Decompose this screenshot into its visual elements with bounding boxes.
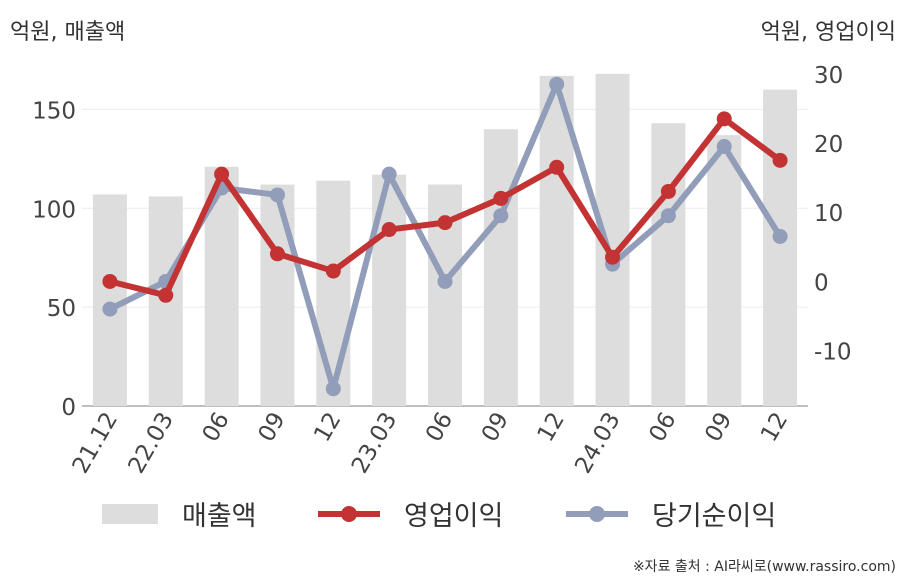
point-net-income — [437, 273, 453, 289]
point-operating-profit — [549, 159, 565, 175]
point-net-income — [325, 381, 341, 397]
bar-revenue — [483, 129, 518, 406]
point-operating-profit — [437, 215, 453, 231]
point-operating-profit — [660, 183, 676, 199]
bars-revenue — [92, 73, 798, 407]
x-tick-label: 22.03 — [124, 408, 179, 478]
x-tick-label: 09 — [254, 408, 291, 446]
point-operating-profit — [102, 273, 118, 289]
left-axis-ticks: 0 50 100 150 — [32, 98, 76, 421]
x-tick-label: 09 — [477, 408, 514, 446]
right-tick-label: 0 — [814, 270, 829, 296]
legend-swatch-revenue — [102, 503, 158, 524]
x-tick-label: 12 — [533, 408, 570, 446]
x-tick-label: 06 — [421, 408, 458, 446]
bar-revenue — [707, 135, 742, 407]
x-axis-ticks: 21.12 22.03 06 09 12 23.03 06 09 12 24.03 06 09 12 — [68, 408, 794, 478]
left-tick-label: 50 — [47, 296, 76, 322]
point-operating-profit — [214, 166, 230, 182]
legend-swatch-operating-profit — [318, 505, 380, 522]
point-operating-profit — [381, 222, 397, 238]
point-net-income — [716, 139, 732, 154]
point-net-income — [102, 301, 118, 317]
right-tick-label: 10 — [814, 201, 843, 227]
point-operating-profit — [772, 152, 788, 168]
point-net-income — [269, 187, 285, 203]
left-tick-label: 100 — [32, 197, 76, 223]
legend-label-revenue: 매출액 — [182, 501, 257, 532]
lines — [102, 76, 788, 397]
point-operating-profit — [493, 190, 509, 206]
source-credit: ※자료 출처 : AI라씨로(www.rassiro.com) — [632, 559, 896, 575]
point-operating-profit — [158, 287, 174, 303]
x-tick-label: 12 — [756, 408, 793, 446]
legend-swatch-net-income — [566, 505, 628, 522]
legend-item-revenue: 매출액 — [102, 494, 257, 533]
legend-item-net-income: 당기순이익 — [566, 494, 776, 533]
legend-label-operating-profit: 영업이익 — [404, 501, 504, 532]
x-tick-label: 09 — [700, 408, 737, 446]
point-operating-profit — [605, 249, 621, 265]
point-net-income — [493, 208, 509, 224]
right-tick-label: 20 — [814, 132, 843, 158]
point-operating-profit — [716, 111, 732, 127]
point-net-income — [660, 208, 676, 224]
legend-item-operating-profit: 영업이익 — [318, 494, 503, 533]
point-net-income — [381, 166, 397, 182]
point-net-income — [772, 228, 788, 244]
bar-revenue — [316, 180, 351, 406]
x-tick-label: 23.03 — [347, 408, 402, 478]
x-tick-label: 24.03 — [570, 408, 625, 478]
left-axis-unit-label: 억원, 매출액 — [10, 20, 126, 45]
x-tick-label: 06 — [198, 408, 235, 446]
point-operating-profit — [269, 246, 285, 262]
left-tick-label: 0 — [61, 395, 76, 421]
right-axis-unit-label: 억원, 영업이익 — [760, 20, 896, 45]
bar-revenue — [260, 184, 295, 406]
x-tick-label: 12 — [309, 408, 346, 446]
bar-revenue — [651, 123, 686, 407]
point-operating-profit — [325, 263, 341, 279]
x-tick-label: 06 — [644, 408, 681, 446]
right-tick-label: -10 — [814, 340, 852, 366]
right-tick-label: 30 — [814, 63, 843, 89]
left-tick-label: 150 — [32, 98, 76, 124]
point-net-income — [549, 76, 565, 92]
bar-revenue — [763, 89, 798, 407]
right-axis-ticks: -10 0 10 20 30 — [814, 63, 852, 366]
legend-label-net-income: 당기순이익 — [652, 501, 777, 532]
